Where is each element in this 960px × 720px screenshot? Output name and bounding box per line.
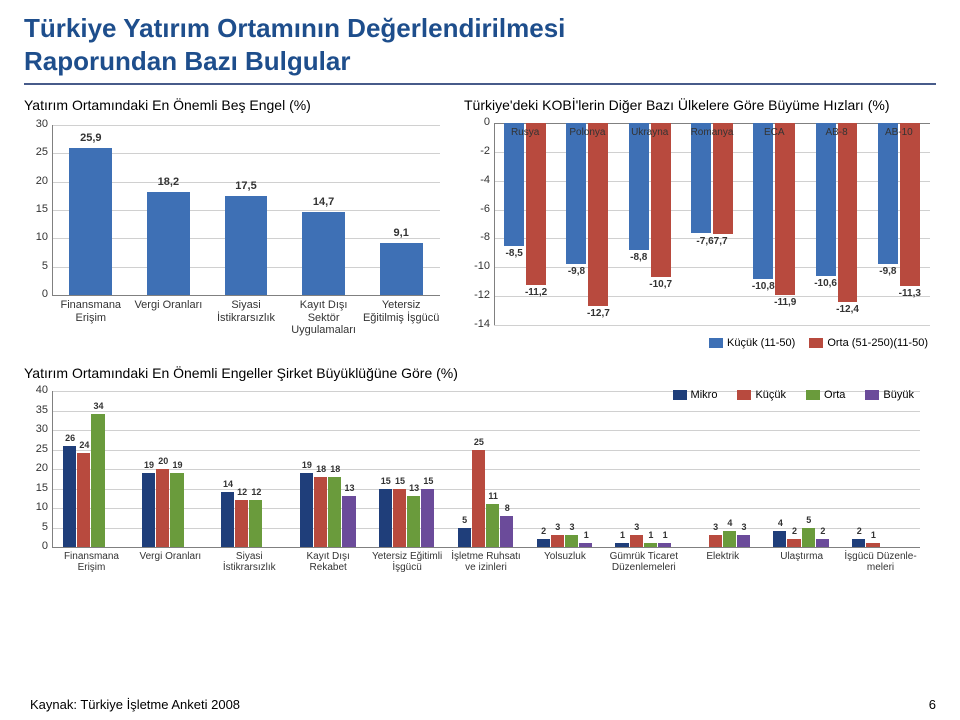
chart2-heading: Türkiye'deki KOBİ'lerin Diğer Bazı Ülkel… bbox=[464, 97, 936, 113]
chart1: 05101520253025,9Finansmana Erişim18,2Ver… bbox=[24, 119, 444, 349]
source-text: Kaynak: Türkiye İşletme Anketi 2008 bbox=[30, 697, 240, 712]
title-line-1: Türkiye Yatırım Ortamının Değerlendirilm… bbox=[24, 13, 565, 43]
chart1-heading: Yatırım Ortamındaki En Önemli Beş Engel … bbox=[24, 97, 444, 113]
title-line-2: Raporundan Bazı Bulgular bbox=[24, 46, 350, 76]
slide-title: Türkiye Yatırım Ortamının Değerlendirilm… bbox=[24, 12, 936, 77]
page-number: 6 bbox=[929, 697, 936, 712]
chart2: 0-2-4-6-8-10-12-14Rusya-8,5-11,2Polonya-… bbox=[464, 119, 934, 349]
chart3-heading: Yatırım Ortamındaki En Önemli Engeller Ş… bbox=[24, 365, 936, 381]
title-rule bbox=[24, 83, 936, 85]
chart3: 0510152025303540262434Finansmana Erişim1… bbox=[24, 387, 924, 597]
